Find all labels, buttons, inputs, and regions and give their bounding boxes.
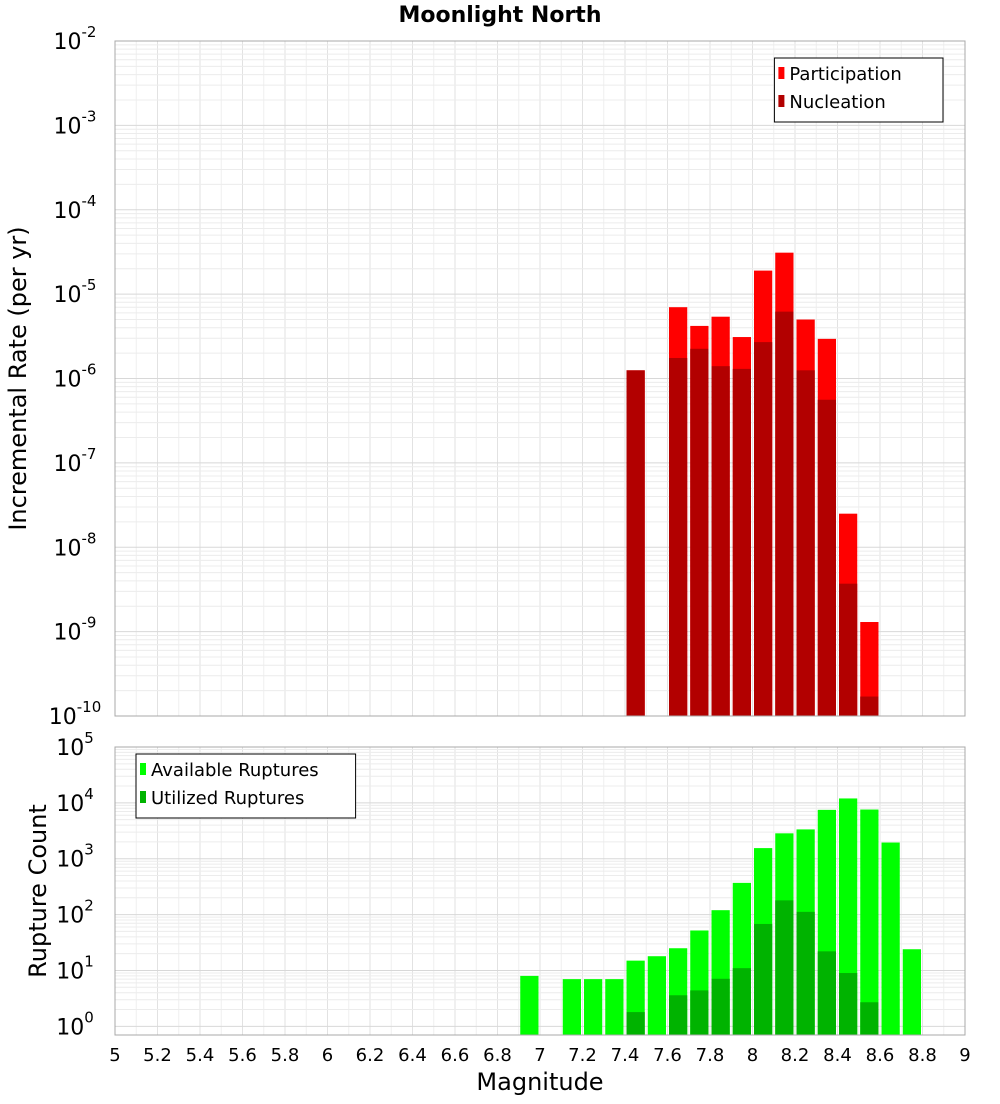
- panel-1: 100 101 102 103 104 105 Rupture Count Available…: [24, 729, 971, 1096]
- x-tick-label: 7.4: [611, 1045, 640, 1066]
- bar-utilized-ruptures: [775, 900, 794, 1035]
- x-tick-label: 6.8: [483, 1045, 512, 1066]
- y-tick-label: 103: [56, 841, 94, 873]
- x-tick-label: 7.8: [696, 1045, 725, 1066]
- plot-frame: [114, 40, 966, 717]
- bar-available-ruptures: [605, 979, 624, 1035]
- x-tick-label: 8: [747, 1045, 758, 1066]
- legend-swatch: [140, 763, 146, 775]
- bar-nucleation: [690, 348, 709, 716]
- bar-nucleation: [839, 583, 858, 716]
- bar-utilized-ruptures: [626, 1012, 645, 1035]
- x-tick-label: 5.6: [228, 1045, 257, 1066]
- y-tick-label: 10-3: [54, 107, 97, 139]
- x-tick-label: 8.6: [866, 1045, 895, 1066]
- x-tick-label: 8.2: [781, 1045, 810, 1066]
- bar-nucleation: [775, 311, 794, 716]
- y-axis-label: Rupture Count: [24, 804, 52, 978]
- y-tick-label: 10-8: [54, 529, 97, 561]
- bar-nucleation: [860, 696, 879, 716]
- legend-label: Available Ruptures: [151, 760, 319, 781]
- y-tick-label: 100: [56, 1008, 94, 1040]
- bar-utilized-ruptures: [754, 923, 773, 1035]
- bar-utilized-ruptures: [732, 968, 751, 1035]
- legend-box: [773, 57, 944, 123]
- bar-available-ruptures: [584, 979, 603, 1035]
- x-tick-label: 6.2: [356, 1045, 385, 1066]
- bar-participation: [860, 622, 879, 716]
- y-axis-label: Incremental Rate (per yr): [4, 226, 32, 530]
- y-tick-label: 10-5: [54, 276, 97, 308]
- legend-swatch: [778, 95, 785, 107]
- bar-utilized-ruptures: [860, 1002, 879, 1035]
- bar-nucleation: [817, 399, 836, 716]
- bar-nucleation: [669, 357, 688, 716]
- bar-utilized-ruptures: [711, 978, 730, 1035]
- x-axis-label: Magnitude: [476, 1068, 603, 1096]
- bar-nucleation: [732, 368, 751, 716]
- bar-utilized-ruptures: [669, 995, 688, 1035]
- legend-box: [135, 753, 357, 819]
- x-tick-label: 5.8: [271, 1045, 300, 1066]
- legend-label: Nucleation: [789, 92, 885, 113]
- legend: Available Ruptures Utilized Ruptures: [135, 753, 357, 819]
- bar-available-ruptures: [562, 979, 581, 1035]
- x-tick-label: 8.4: [823, 1045, 852, 1066]
- x-tick-label: 5: [109, 1045, 120, 1066]
- bar-available-ruptures: [881, 842, 900, 1035]
- legend-label: Participation: [789, 64, 901, 85]
- y-tick-label: 10-7: [54, 445, 97, 477]
- bar-utilized-ruptures: [817, 951, 836, 1035]
- plot-frame: [114, 746, 966, 1036]
- chart-title: Moonlight North: [398, 3, 601, 28]
- y-tick-label: 10-10: [49, 698, 102, 730]
- bar-available-ruptures: [860, 809, 879, 1035]
- bar-available-ruptures: [520, 975, 539, 1035]
- bar-available-ruptures: [902, 949, 921, 1035]
- bar-nucleation: [754, 342, 773, 716]
- x-tick-label: 9: [959, 1045, 970, 1066]
- x-tick-label: 5.4: [186, 1045, 215, 1066]
- bar-available-ruptures: [647, 956, 666, 1035]
- x-tick-label: 7: [534, 1045, 545, 1066]
- legend: Participation Nucleation: [773, 57, 944, 123]
- bar-utilized-ruptures: [796, 911, 815, 1035]
- x-tick-label: 7.6: [653, 1045, 682, 1066]
- bar-nucleation: [711, 366, 730, 716]
- bar-nucleation: [626, 370, 645, 716]
- x-tick-label: 5.2: [143, 1045, 172, 1066]
- bar-nucleation: [796, 370, 815, 716]
- y-tick-label: 101: [56, 952, 94, 984]
- panel-0: 10-10 10-9 10-8 10-7 10-6 10-5 10-4 10-3 10-2 Inc…: [4, 23, 966, 730]
- y-tick-label: 105: [56, 729, 94, 761]
- bar-utilized-ruptures: [690, 990, 709, 1035]
- legend-swatch: [778, 67, 785, 79]
- legend-label: Utilized Ruptures: [151, 788, 304, 809]
- y-tick-label: 10-6: [54, 361, 97, 393]
- y-tick-label: 10-2: [54, 23, 97, 55]
- x-tick-label: 8.8: [908, 1045, 937, 1066]
- x-tick-label: 6: [322, 1045, 333, 1066]
- y-tick-label: 104: [56, 785, 94, 817]
- y-tick-label: 102: [56, 897, 94, 929]
- y-tick-label: 10-4: [54, 192, 97, 224]
- x-tick-label: 6.4: [398, 1045, 427, 1066]
- x-tick-label: 7.2: [568, 1045, 597, 1066]
- bar-utilized-ruptures: [839, 973, 858, 1035]
- y-tick-label: 10-9: [54, 614, 97, 646]
- legend-swatch: [140, 791, 146, 803]
- x-tick-label: 6.6: [441, 1045, 470, 1066]
